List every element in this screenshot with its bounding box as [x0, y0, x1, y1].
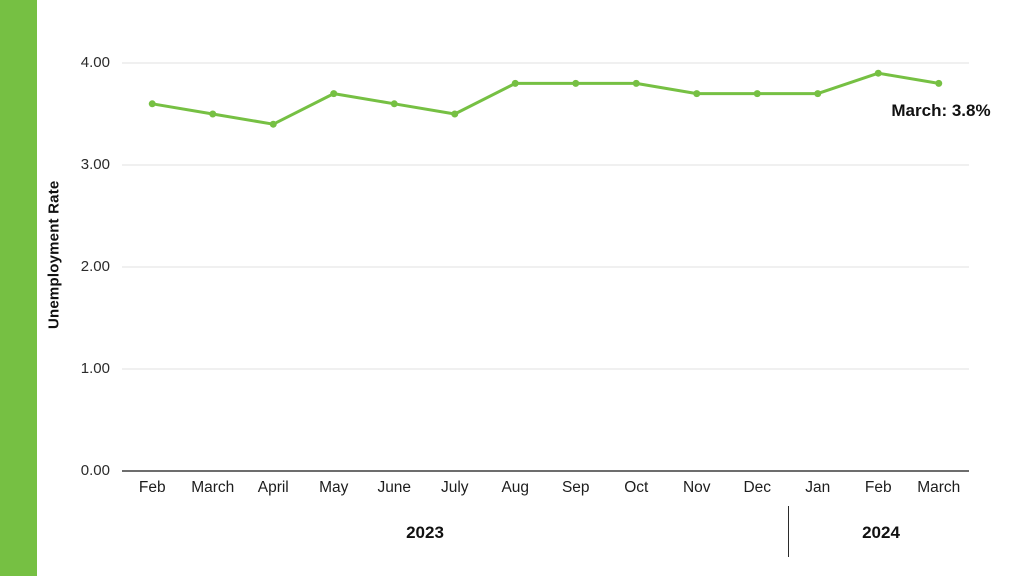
- data-point-marker: [390, 100, 398, 108]
- x-tick-label: Oct: [624, 479, 649, 496]
- x-tick-label: Feb: [864, 479, 892, 496]
- left-accent-bar: [0, 0, 37, 576]
- data-point-annotation: March: 3.8%: [891, 101, 991, 120]
- data-point-marker: [814, 90, 822, 98]
- data-point-marker: [451, 110, 459, 118]
- data-point-marker: [632, 79, 640, 87]
- data-point-marker: [209, 110, 217, 118]
- data-point-marker: [511, 79, 519, 87]
- x-tick-label: July: [440, 479, 469, 496]
- x-tick-label: Dec: [743, 479, 772, 496]
- year-divider-line: [788, 506, 789, 557]
- x-tick-label: Aug: [501, 479, 530, 496]
- data-point-marker: [330, 90, 338, 98]
- x-tick-label: March: [191, 479, 235, 496]
- series-line: [150, 71, 941, 126]
- data-point-marker: [935, 79, 943, 87]
- data-point-marker: [693, 90, 701, 98]
- x-axis-labels: Feb March April May June July Aug Sep Oc…: [122, 478, 969, 498]
- y-tick-label: 0.00: [80, 462, 110, 479]
- data-point-marker: [572, 79, 580, 87]
- y-tick-label: 4.00: [80, 54, 110, 71]
- y-tick-label: 2.00: [80, 258, 110, 275]
- data-point-marker: [269, 120, 277, 128]
- data-point-marker: [148, 100, 156, 108]
- x-tick-label: April: [257, 479, 289, 496]
- x-tick-label: May: [319, 479, 349, 496]
- data-point-marker: [874, 69, 882, 77]
- data-point-marker: [753, 90, 761, 98]
- year-label-2024: 2024: [862, 523, 900, 542]
- x-tick-label: June: [377, 479, 412, 496]
- y-tick-label: 1.00: [80, 360, 110, 377]
- y-tick-label: 3.00: [80, 156, 110, 173]
- x-tick-label: Jan: [805, 479, 831, 496]
- x-tick-label: March: [917, 479, 961, 496]
- year-label-2023: 2023: [406, 523, 444, 542]
- x-tick-label: Nov: [682, 479, 711, 496]
- x-tick-label: Sep: [561, 479, 590, 496]
- x-tick-label: Feb: [138, 479, 166, 496]
